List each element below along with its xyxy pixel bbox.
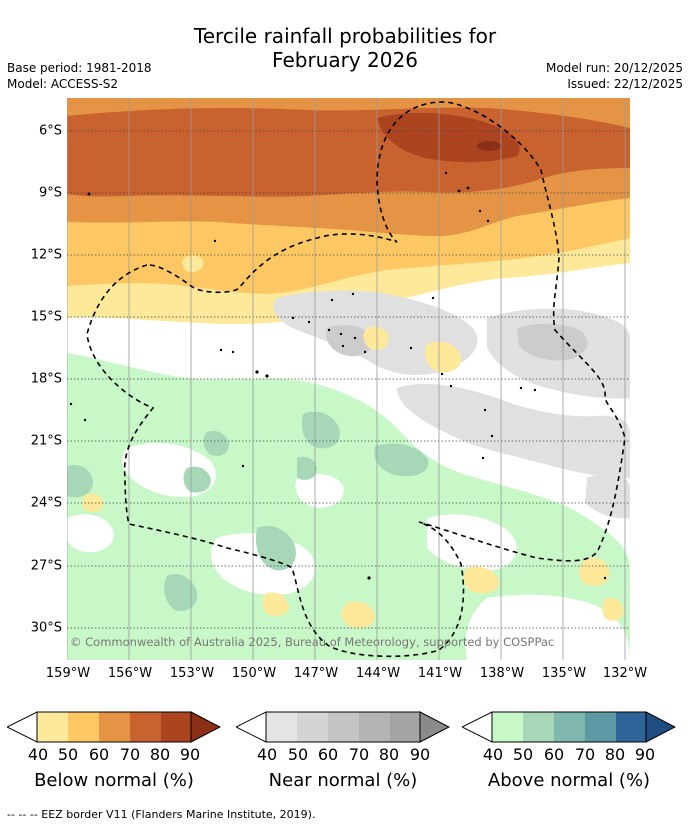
cb-near-tick-90: 90: [409, 745, 431, 764]
colorbar-below-swatch-80: [161, 712, 191, 742]
lon-label-156w: 156°W: [107, 666, 153, 681]
colorbar-near-normal: [236, 711, 450, 743]
title-line-2: February 2026: [272, 48, 418, 72]
cb-above-tick-70: 70: [574, 745, 596, 764]
colorbar-above-swatch-80: [616, 712, 646, 742]
colorbar-below-min-arrow: [7, 711, 38, 743]
lon-label-135w: 135°W: [541, 666, 587, 681]
cb-above-tick-90: 90: [634, 745, 656, 764]
lon-gridlines: [67, 98, 626, 660]
lon-label-147w: 147°W: [293, 666, 339, 681]
cb-above-tick-40: 40: [482, 745, 504, 764]
colorbar-below-swatch-40: [37, 712, 68, 742]
colorbar-near-swatch-70: [359, 712, 390, 742]
cb-below-tick-50: 50: [57, 745, 79, 764]
lon-label-144w: 144°W: [355, 666, 401, 681]
colorbar-below-swatches: [37, 712, 191, 742]
meta-left: Base period: 1981-2018 Model: ACCESS-S2: [7, 60, 152, 92]
cb-above-tick-60: 60: [543, 745, 565, 764]
cb-below-tick-80: 80: [149, 745, 171, 764]
islands: [69, 171, 607, 580]
title-line-1: Tercile rainfall probabilities for: [193, 24, 497, 48]
cb-near-tick-80: 80: [378, 745, 400, 764]
cb-near-tick-70: 70: [348, 745, 370, 764]
colorbar-above-normal: [462, 711, 676, 743]
probability-map: [67, 98, 630, 660]
lon-label-138w: 138°W: [479, 666, 525, 681]
near-normal-50-regions: [326, 323, 588, 361]
lon-label-132w: 132°W: [602, 666, 648, 681]
eez-french-polynesia: [86, 101, 626, 658]
below-normal-90-spot: [477, 141, 501, 151]
cb-below-tick-70: 70: [119, 745, 141, 764]
eez-footnote: -- -- -- EEZ border V11 (Flanders Marine…: [7, 808, 316, 821]
colorbar-near-min-arrow: [236, 711, 267, 743]
lon-label-141w: 141°W: [417, 666, 463, 681]
lon-label-153w: 153°W: [169, 666, 215, 681]
lon-label-150w: 150°W: [231, 666, 277, 681]
cb-below-tick-60: 60: [88, 745, 110, 764]
lat-label-24s: 24°S: [30, 495, 62, 511]
colorbar-near-swatch-50: [297, 712, 328, 742]
colorbar-above-swatch-70: [585, 712, 616, 742]
model-name: Model: ACCESS-S2: [7, 77, 119, 91]
colorbar-near-swatches: [266, 712, 420, 742]
colorbar-below-swatch-70: [130, 712, 161, 742]
cb-near-tick-40: 40: [256, 745, 278, 764]
cb-above-tick-80: 80: [604, 745, 626, 764]
colorbar-above-min-arrow: [462, 711, 493, 743]
lat-label-6s: 6°S: [38, 123, 62, 139]
colorbar-above-swatch-60: [554, 712, 585, 742]
colorbar-above-swatch-40: [492, 712, 523, 742]
page-title: Tercile rainfall probabilities for Febru…: [0, 24, 690, 72]
colorbar-above-max-arrow: [645, 711, 676, 743]
model-run: Model run: 20/12/2025: [545, 61, 683, 75]
colorbar-above-label: Above normal (%): [487, 770, 651, 791]
issued-date: Issued: 22/12/2025: [567, 77, 683, 91]
colorbar-near-label: Near normal (%): [268, 770, 418, 791]
cb-below-tick-40: 40: [27, 745, 49, 764]
lat-label-27s: 27°S: [30, 558, 62, 574]
above-normal-50-regions: [67, 411, 429, 612]
cb-above-tick-50: 50: [512, 745, 534, 764]
lat-label-15s: 15°S: [30, 309, 62, 325]
colorbar-near-swatch-60: [328, 712, 359, 742]
meta-right: Model run: 20/12/2025 Issued: 22/12/2025: [546, 60, 683, 92]
colorbar-below-label: Below normal (%): [34, 770, 194, 791]
cb-near-tick-50: 50: [287, 745, 309, 764]
colorbar-above-swatch-50: [523, 712, 554, 742]
lat-label-12s: 12°S: [30, 247, 62, 263]
colorbar-above-swatches: [492, 712, 646, 742]
lat-label-18s: 18°S: [30, 371, 62, 387]
lat-label-30s: 30°S: [30, 620, 62, 636]
colorbar-below-swatch-60: [99, 712, 130, 742]
colorbar-near-swatch-40: [266, 712, 297, 742]
below-normal-south-patches: [82, 255, 624, 628]
colorbar-below-normal: [7, 711, 221, 743]
lat-gridlines: [67, 130, 630, 629]
map-credit: © Commonwealth of Australia 2025, Bureau…: [70, 635, 555, 649]
lon-label-159w: 159°W: [45, 666, 91, 681]
cb-below-tick-90: 90: [179, 745, 201, 764]
colorbar-below-swatch-50: [68, 712, 99, 742]
colorbar-near-swatch-80: [390, 712, 420, 742]
colorbar-below-max-arrow: [190, 711, 221, 743]
eez-borders: [86, 101, 626, 658]
lat-label-21s: 21°S: [30, 433, 62, 449]
colorbar-near-max-arrow: [419, 711, 450, 743]
base-period: Base period: 1981-2018: [7, 61, 152, 75]
lat-label-9s: 9°S: [38, 185, 62, 201]
cb-near-tick-60: 60: [317, 745, 339, 764]
